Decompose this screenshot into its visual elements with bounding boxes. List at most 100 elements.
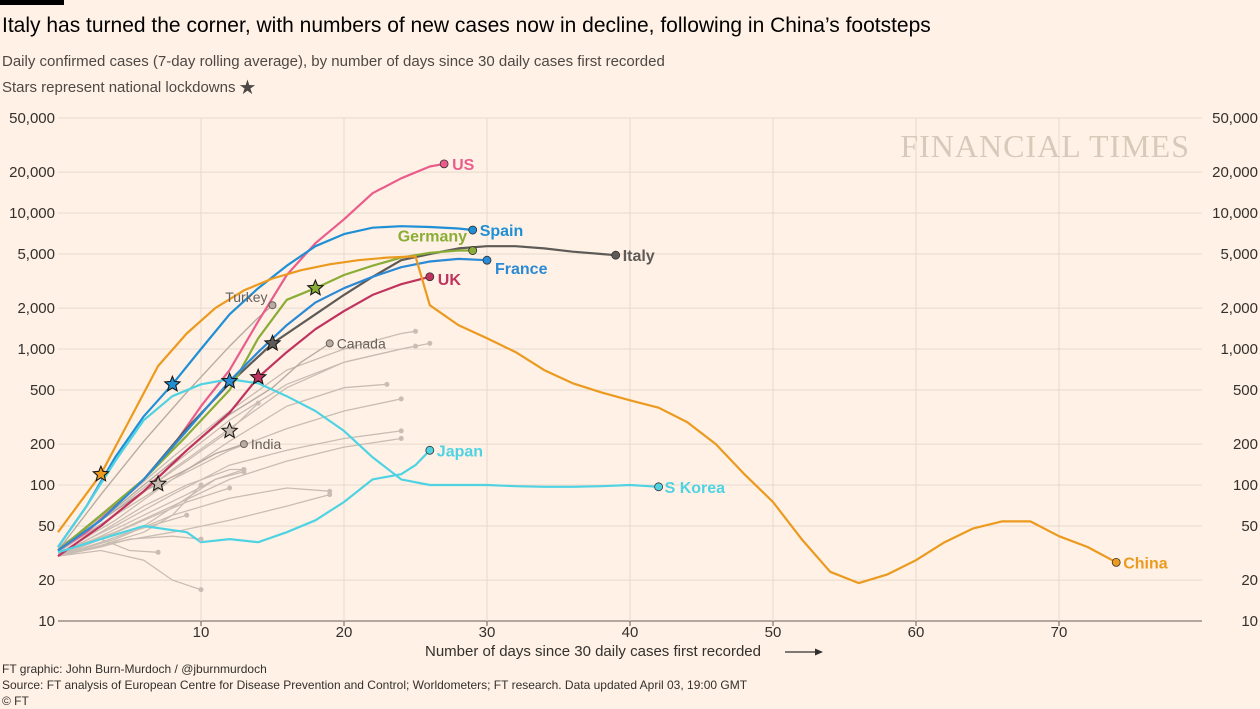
x-tick-label: 10 [193, 624, 210, 641]
series-label-japan: Japan [437, 443, 483, 460]
series-label-china: China [1123, 555, 1168, 572]
x-tick-label: 20 [336, 624, 353, 641]
grey-series-end [255, 400, 261, 406]
series-end-s-korea [654, 482, 663, 492]
y-tick-label: 2,000 [17, 300, 55, 317]
grey-series-end [155, 549, 161, 555]
y-axis-right: 10 20 50 100 200 500 1,000 2,000 5,000 10,000 20,0… [1212, 110, 1258, 630]
lockdown-star [220, 421, 239, 439]
series-end-india [239, 440, 248, 449]
series-label-spain: Spain [480, 223, 524, 240]
highlighted-country-lines [57, 162, 1117, 585]
series-label-us: US [452, 157, 475, 174]
lockdown-star [263, 333, 282, 352]
y-tick-label: 5,000 [17, 246, 55, 263]
series-line-france [57, 257, 488, 552]
end-markers [155, 159, 1121, 593]
y-tick-label: 10 [38, 613, 55, 630]
series-line-us [57, 162, 445, 552]
grey-series-line [57, 514, 187, 557]
y-tick-label-right: 20,000 [1212, 164, 1258, 181]
x-tick-label: 70 [1051, 624, 1068, 641]
gridlines [58, 117, 1202, 622]
series-label-s-korea: S Korea [665, 480, 726, 497]
y-tick-label-right: 2,000 [1220, 300, 1258, 317]
grey-series-line [57, 468, 244, 557]
grey-series-end [198, 536, 204, 542]
series-label-uk: UK [438, 272, 462, 289]
x-axis: 10 20 30 40 50 60 70 [193, 621, 1068, 641]
x-tick-label: 40 [622, 624, 639, 641]
series-end-china [1111, 557, 1121, 567]
y-tick-label-right: 10,000 [1212, 205, 1258, 222]
series-end-france [482, 255, 492, 265]
grey-series-end [384, 381, 390, 387]
grey-series-end [427, 340, 433, 346]
y-tick-label: 100 [30, 477, 55, 494]
grey-series-end [398, 396, 404, 402]
series-end-japan [425, 445, 435, 455]
grey-series-end [198, 587, 204, 593]
series-label-turkey: Turkey [225, 289, 267, 305]
x-tick-label: 30 [479, 624, 496, 641]
series-line-italy [57, 245, 616, 552]
star-icon: ★ [238, 77, 257, 99]
series-end-germany [468, 246, 478, 255]
chart-title: Italy has turned the corner, with number… [2, 14, 931, 37]
ft-top-bar [0, 0, 64, 5]
lockdown-note: Stars represent national lockdowns [2, 79, 236, 96]
grey-series-end [413, 343, 418, 349]
footer-source: Source: FT analysis of European Centre f… [2, 678, 748, 692]
series-line-turkey [57, 304, 273, 551]
x-tick-label: 60 [908, 624, 925, 641]
grey-series-end [327, 492, 333, 498]
grey-series-line [57, 487, 330, 557]
grey-series-line [57, 484, 202, 557]
series-line-spain [57, 225, 473, 548]
chart-subtitle-lockdowns: Stars represent national lockdowns ★ [2, 75, 256, 100]
y-tick-label: 10,000 [9, 205, 55, 222]
y-tick-label: 50,000 [9, 110, 55, 127]
y-tick-label-right: 20 [1241, 572, 1258, 589]
grey-series-end [227, 485, 233, 491]
y-tick-label-right: 500 [1233, 382, 1258, 399]
footer-credit: FT graphic: John Burn-Murdoch / @jburnmu… [2, 662, 267, 676]
series-label-india: India [251, 436, 282, 452]
lockdown-star [149, 474, 168, 492]
y-tick-label-right: 1,000 [1220, 341, 1258, 358]
y-tick-label: 50 [38, 518, 55, 535]
grey-series-line [57, 549, 202, 591]
grey-series-end [184, 512, 190, 518]
grey-series-line [57, 383, 387, 555]
y-tick-label: 20,000 [9, 164, 55, 181]
series-end-turkey [268, 301, 277, 310]
y-tick-label-right: 50 [1241, 518, 1258, 535]
grey-series-line [57, 430, 402, 555]
series-line-uk [57, 275, 431, 558]
y-tick-label-right: 10 [1241, 613, 1258, 630]
series-end-canada [325, 339, 334, 348]
series-line-china [57, 255, 1117, 585]
ft-watermark: FINANCIAL TIMES [900, 128, 1190, 164]
series-end-spain [468, 225, 478, 235]
lockdown-star [249, 367, 268, 385]
lockdown-star [91, 464, 110, 482]
grey-series-end [198, 482, 204, 488]
lockdown-star [163, 374, 182, 392]
grey-series-end [398, 435, 404, 441]
y-tick-label: 1,000 [17, 341, 55, 358]
y-tick-label: 200 [30, 436, 55, 453]
y-tick-label: 20 [38, 572, 55, 589]
lockdown-star [306, 278, 325, 296]
series-end-us [439, 159, 449, 169]
footer-copyright: © FT [2, 694, 29, 708]
grey-series-end [413, 328, 418, 334]
x-axis-arrow [785, 648, 823, 656]
y-tick-label-right: 5,000 [1220, 246, 1258, 263]
grey-series-end [398, 428, 404, 434]
lockdown-stars [91, 278, 325, 492]
grey-series-line [57, 471, 245, 555]
series-label-germany: Germany [398, 229, 467, 246]
grey-series-line [57, 538, 159, 557]
